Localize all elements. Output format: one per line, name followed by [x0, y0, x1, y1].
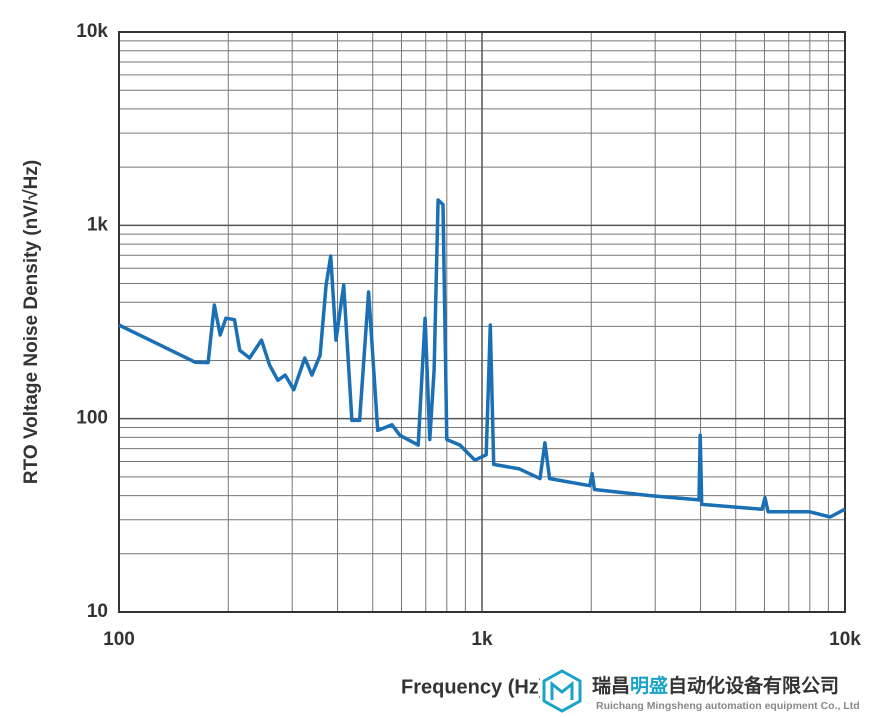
- y-tick-label: 10k: [76, 21, 108, 42]
- line-series: [118, 198, 846, 519]
- watermark-logo-m: [550, 680, 574, 700]
- plot-frame: [118, 31, 846, 613]
- x-axis-label: Frequency (Hz): [401, 676, 545, 698]
- x-tick-label: 100: [103, 629, 135, 650]
- watermark-name-part: 自动化设备有限公司: [668, 674, 839, 697]
- watermark-subtitle: Ruichang Mingsheng automation equipment …: [596, 700, 860, 712]
- x-tick-label: 10k: [829, 629, 861, 650]
- grid: [118, 31, 846, 613]
- watermark-bg: [540, 668, 870, 717]
- watermark-name-part: 瑞昌: [592, 674, 630, 697]
- y-tick-label: 1k: [87, 214, 109, 235]
- watermark-name: 瑞昌明盛自动化设备有限公司: [592, 674, 839, 697]
- x-tick-label: 1k: [471, 629, 493, 650]
- y-tick-label: 100: [76, 408, 108, 429]
- watermark-name-part: 明盛: [630, 674, 668, 697]
- y-axis-label: RTO Voltage Noise Density (nV/√Hz): [21, 160, 42, 484]
- y-tick-label: 10: [87, 601, 108, 622]
- watermark: 瑞昌明盛自动化设备有限公司 Ruichang Mingsheng automat…: [540, 668, 870, 717]
